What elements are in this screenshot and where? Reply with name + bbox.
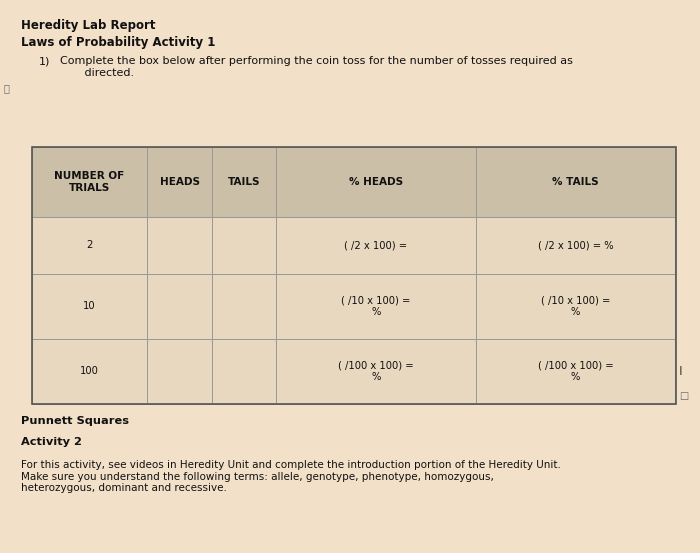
Text: Heredity Lab Report: Heredity Lab Report xyxy=(21,19,155,33)
Text: ( /10 x 100) =
%: ( /10 x 100) = % xyxy=(541,295,610,317)
Bar xyxy=(276,274,476,338)
Bar xyxy=(276,338,476,404)
Text: TAILS: TAILS xyxy=(228,177,260,187)
Text: □: □ xyxy=(679,391,688,401)
Bar xyxy=(32,217,148,274)
Bar xyxy=(212,338,276,404)
Text: For this activity, see videos in Heredity Unit and complete the introduction por: For this activity, see videos in Heredit… xyxy=(21,460,561,493)
Bar xyxy=(276,147,476,217)
Bar xyxy=(276,217,476,274)
Text: % TAILS: % TAILS xyxy=(552,177,599,187)
Text: Complete the box below after performing the coin toss for the number of tosses r: Complete the box below after performing … xyxy=(60,56,573,78)
Text: ⭢: ⭢ xyxy=(4,84,9,93)
Text: HEADS: HEADS xyxy=(160,177,199,187)
Bar xyxy=(32,274,148,338)
Text: ( /10 x 100) =
%: ( /10 x 100) = % xyxy=(342,295,411,317)
Text: 10: 10 xyxy=(83,301,96,311)
Bar xyxy=(212,274,276,338)
Text: I: I xyxy=(679,364,682,378)
Bar xyxy=(476,274,676,338)
Text: ( /2 x 100) = %: ( /2 x 100) = % xyxy=(538,241,613,251)
Bar xyxy=(476,217,676,274)
Text: Laws of Probability Activity 1: Laws of Probability Activity 1 xyxy=(21,36,216,49)
Text: 1): 1) xyxy=(38,56,50,66)
Text: 2: 2 xyxy=(86,241,92,251)
Bar xyxy=(148,147,212,217)
Bar xyxy=(212,147,276,217)
Text: Punnett Squares: Punnett Squares xyxy=(21,416,129,426)
Bar xyxy=(148,217,212,274)
Bar xyxy=(476,338,676,404)
Text: NUMBER OF
TRIALS: NUMBER OF TRIALS xyxy=(55,171,125,192)
Bar xyxy=(32,147,676,404)
Text: 100: 100 xyxy=(80,366,99,376)
Bar xyxy=(212,217,276,274)
Bar xyxy=(148,274,212,338)
Text: ( /100 x 100) =
%: ( /100 x 100) = % xyxy=(338,361,414,382)
Text: ( /2 x 100) =: ( /2 x 100) = xyxy=(344,241,407,251)
Bar xyxy=(148,338,212,404)
Text: % HEADS: % HEADS xyxy=(349,177,403,187)
Bar xyxy=(32,338,148,404)
Bar xyxy=(32,147,148,217)
Bar xyxy=(476,147,676,217)
Text: Activity 2: Activity 2 xyxy=(21,437,82,447)
Text: ( /100 x 100) =
%: ( /100 x 100) = % xyxy=(538,361,613,382)
